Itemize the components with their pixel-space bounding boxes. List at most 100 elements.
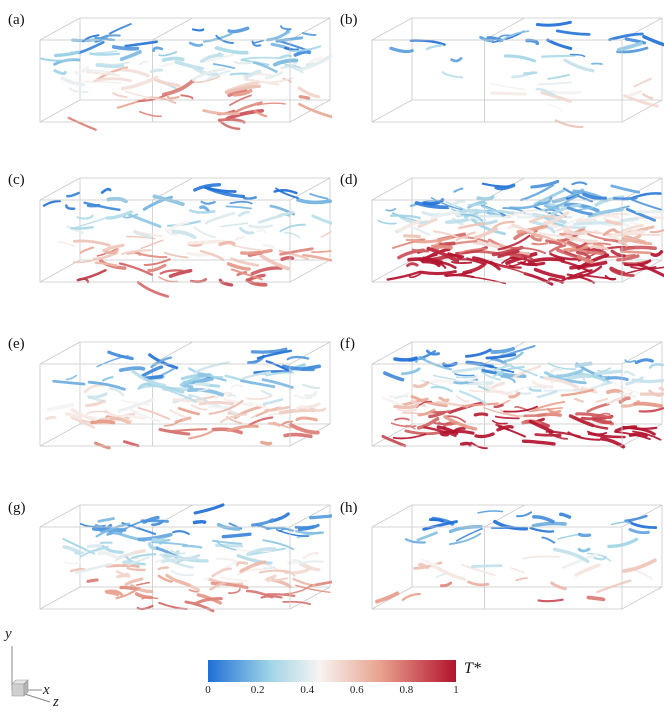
vortex-structure	[189, 277, 208, 284]
vortex-structure	[390, 422, 417, 428]
vortex-structure	[124, 40, 158, 48]
vortex-structure	[586, 595, 606, 602]
colorbar-tick-label: 0.4	[300, 684, 315, 696]
vortex-structure	[221, 532, 252, 539]
panel-c	[39, 177, 332, 298]
vortex-structure	[127, 556, 150, 566]
vortex-structure	[511, 211, 543, 217]
vortex-structure	[649, 229, 664, 234]
vortex-structure	[283, 432, 313, 439]
vortex-structure	[149, 68, 163, 74]
box-edge	[371, 341, 413, 365]
vortex-structure	[626, 89, 643, 98]
vortex-structure	[142, 195, 173, 211]
vortex-structure	[188, 589, 200, 593]
vortex-structure	[88, 52, 120, 56]
vortex-structure	[531, 521, 567, 528]
vortex-structure	[451, 366, 485, 374]
vortex-structure	[434, 260, 457, 270]
vortex-structure	[235, 236, 246, 241]
panel-label-h: (h)	[340, 500, 358, 516]
vortex-structure	[443, 415, 478, 431]
colorbar	[208, 660, 456, 682]
vortex-structure	[95, 63, 125, 68]
vortex-structure	[503, 351, 524, 363]
vortex-structure	[147, 263, 167, 273]
vortex-structure	[168, 268, 193, 278]
vortex-structure	[587, 233, 616, 242]
vortex-structure	[120, 249, 152, 256]
vortex-structure	[108, 23, 132, 35]
vortex-structure	[481, 368, 497, 375]
vortex-structure	[453, 187, 464, 193]
vortex-structure	[86, 578, 99, 583]
vortex-structure	[124, 90, 161, 101]
vortex-structure	[275, 529, 310, 537]
vortex-structure	[278, 408, 316, 415]
vortex-structure	[611, 380, 639, 394]
vortex-structure	[108, 387, 125, 397]
vortex-structure	[535, 87, 556, 97]
vortex-structure	[262, 243, 275, 249]
vortex-structure	[519, 261, 546, 267]
vortex-structure	[491, 220, 515, 231]
vortex-structure	[468, 380, 484, 385]
vortex-structure	[120, 399, 150, 406]
vortex-structure	[140, 239, 164, 249]
vortex-structure	[511, 223, 535, 234]
box-edge	[39, 17, 81, 41]
vortex-structure	[438, 396, 450, 403]
colorbar-gradient	[208, 660, 456, 682]
colorbar-title-text: T*	[464, 660, 481, 677]
vortex-structure	[529, 407, 563, 413]
vortex-structure	[532, 400, 566, 411]
vortex-structure	[211, 567, 232, 578]
vortex-structure	[432, 230, 461, 239]
vortex-structure	[267, 422, 281, 427]
x-axis-label: x	[43, 682, 50, 698]
vortex-structure	[403, 234, 421, 239]
box-edge	[289, 341, 331, 365]
vortex-structure	[230, 384, 243, 389]
vortex-structure	[471, 564, 503, 568]
vortex-structure	[624, 37, 646, 45]
vortex-structure	[494, 183, 516, 191]
vortex-structure	[432, 374, 457, 381]
vortex-structure	[523, 272, 554, 286]
vortex-structure	[320, 230, 332, 238]
vortex-structure	[260, 389, 272, 396]
vortex-structure	[658, 386, 664, 392]
vortex-structure	[610, 184, 641, 194]
vortex-structure	[97, 551, 119, 559]
vortex-structure	[291, 566, 312, 575]
vortex-structure	[233, 61, 255, 65]
vortex-structure	[259, 254, 290, 271]
vortex-structure	[218, 240, 236, 247]
vortex-structure	[456, 208, 488, 214]
vortex-structure	[602, 214, 621, 220]
box-edge	[621, 259, 663, 283]
vortex-structure	[404, 538, 426, 544]
axis-cube-icon	[11, 679, 29, 697]
vortex-structure	[533, 267, 566, 280]
vortex-structure	[118, 366, 146, 373]
vortex-structure	[616, 254, 640, 262]
vortex-structure	[129, 584, 154, 594]
vortex-structure	[637, 263, 664, 278]
vortex-structure	[606, 392, 633, 405]
vortex-structure	[104, 248, 119, 255]
vortex-structure	[621, 237, 653, 246]
vortex-structure	[528, 257, 565, 264]
vortex-structure	[62, 545, 82, 555]
vortex-structure	[196, 593, 222, 605]
vortex-structure	[174, 416, 192, 424]
vortex-structure	[152, 77, 181, 88]
vortex-structure	[284, 232, 301, 239]
vortex-structure	[576, 218, 597, 223]
vortex-structure	[220, 561, 237, 570]
vortex-structure	[219, 413, 248, 424]
vortex-structure	[458, 390, 488, 405]
vortex-structure	[188, 430, 214, 440]
vortex-structure	[227, 394, 237, 398]
vortex-structure	[467, 202, 488, 207]
